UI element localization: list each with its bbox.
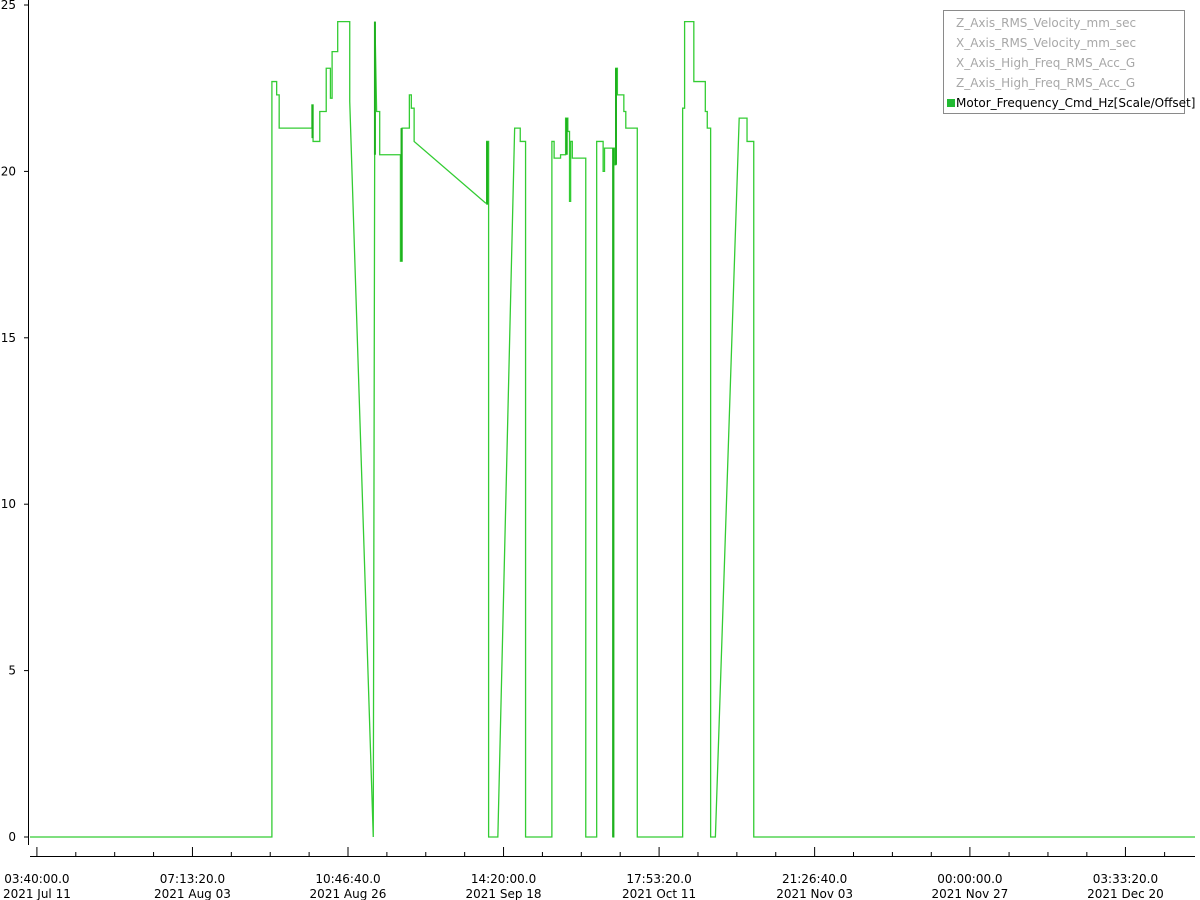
x-tick-label-time: 00:00:00.0 (937, 872, 1002, 886)
y-tick-label: 0 (8, 830, 16, 844)
x-tick-label-date: 2021 Dec 20 (1087, 887, 1164, 900)
y-tick-label: 15 (1, 331, 16, 345)
legend-item[interactable]: X_Axis_High_Freq_RMS_Acc_G (944, 53, 1184, 73)
legend-label: Motor_Frequency_Cmd_Hz[Scale/Offset] (956, 96, 1196, 110)
x-tick-label-date: 2021 Nov 27 (931, 887, 1008, 900)
legend-item[interactable]: Motor_Frequency_Cmd_Hz[Scale/Offset] (944, 93, 1195, 113)
axes (24, 0, 1195, 857)
x-tick-label-time: 07:13:20.0 (160, 872, 225, 886)
x-tick-label-date: 2021 Aug 26 (310, 887, 387, 900)
legend-item[interactable]: Z_Axis_High_Freq_RMS_Acc_G (944, 73, 1184, 93)
x-tick-label-time: 21:26:40.0 (782, 872, 847, 886)
legend-item[interactable]: Z_Axis_RMS_Velocity_mm_sec (944, 13, 1184, 33)
x-tick-label-date: 2021 Nov 03 (776, 887, 853, 900)
legend-label: Z_Axis_RMS_Velocity_mm_sec (956, 16, 1137, 30)
legend-item[interactable]: X_Axis_RMS_Velocity_mm_sec (944, 33, 1184, 53)
x-tick-label-date: 2021 Sep 18 (466, 887, 542, 900)
x-tick-label-time: 14:20:00.0 (471, 872, 536, 886)
x-tick-label-time: 10:46:40.0 (315, 872, 380, 886)
x-tick-label-date: 2021 Jul 11 (3, 887, 71, 900)
y-tick-label: 10 (1, 497, 16, 511)
y-tick-label: 25 (1, 0, 16, 12)
legend-label: X_Axis_High_Freq_RMS_Acc_G (956, 56, 1136, 70)
legend-swatch (947, 99, 955, 107)
y-tick-label: 5 (8, 664, 16, 678)
legend-label: X_Axis_RMS_Velocity_mm_sec (956, 36, 1137, 50)
x-tick-label-date: 2021 Oct 11 (622, 887, 696, 900)
x-tick-label-date: 2021 Aug 03 (154, 887, 231, 900)
legend: Z_Axis_RMS_Velocity_mm_sec X_Axis_RMS_Vel… (943, 10, 1195, 114)
x-tick-label-time: 03:40:00.0 (4, 872, 69, 886)
y-tick-label: 20 (1, 164, 16, 178)
series-line (30, 20, 1195, 838)
x-tick-label-time: 17:53:20.0 (626, 872, 691, 886)
series-layer (30, 20, 1195, 838)
x-tick-label-time: 03:33:20.0 (1093, 872, 1158, 886)
legend-label: Z_Axis_High_Freq_RMS_Acc_G (956, 76, 1136, 90)
